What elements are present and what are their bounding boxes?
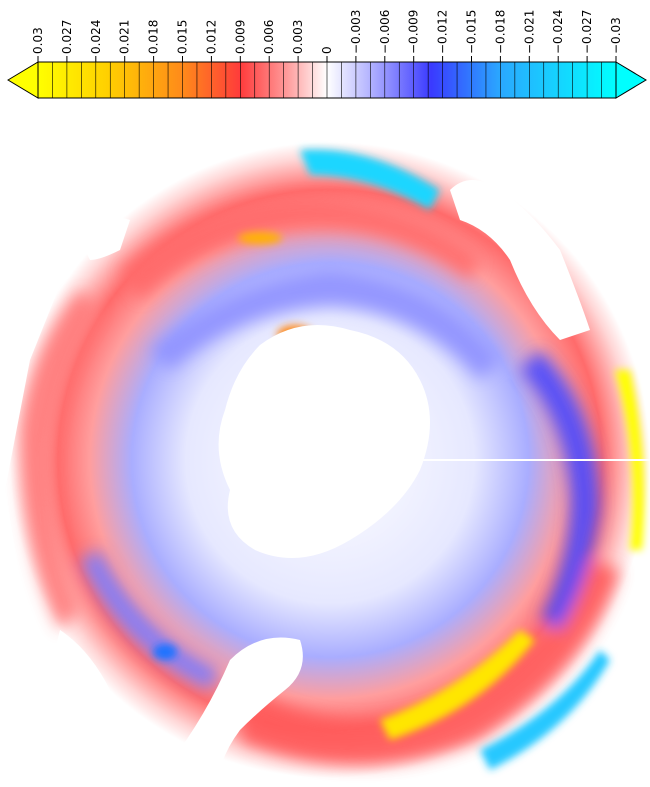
colorbar-tick-label: −0.03 [609,17,623,54]
cool-band-east [520,350,600,630]
colorbar-tick-label: 0.03 [31,27,45,54]
cyan-jet-north [300,149,440,210]
cool-band-southwest [80,550,220,690]
colorbar-tick-label: 0.024 [89,20,103,54]
colorbar-tick-label: 0.003 [291,20,305,54]
warm-band-west [20,290,100,630]
colorbar-tick-label: 0 [320,46,334,54]
orange-eddy-north [238,232,282,244]
cyan-jet-southeast [480,650,610,770]
colorbar-tick-label: −0.006 [378,10,392,54]
colorbar-tick-label: 0.027 [60,20,74,54]
land [55,180,590,787]
colorbar-tick-label: −0.024 [551,10,565,54]
colorbar-tick-label: 0.009 [233,20,247,54]
colorbar-left-extension [7,61,39,99]
colorbar-tick-label: 0.021 [118,20,132,54]
colorbar-tick-label: 0.006 [262,20,276,54]
new-zealand-landmass [55,630,110,700]
colorbar-tick-label: −0.021 [522,10,536,54]
colorbar-tick-label: −0.012 [436,10,450,54]
colorbar-tick-label: −0.009 [407,10,421,54]
colorbar-tick-label: 0.018 [147,20,161,54]
colorbar-tick-label: −0.015 [465,10,479,54]
colorbar-tick-label: −0.003 [349,10,363,54]
yellow-jet-east [615,370,645,550]
colorbar-tick-label: 0.012 [204,20,218,54]
africa-landmass [450,180,590,340]
yellow-jet-south [380,630,535,740]
antarctica [218,325,430,558]
colorbar-tick-label: 0.015 [176,20,190,54]
south-america [150,637,303,787]
blue-eddy-southwest [153,644,177,660]
colorbar-tick-label: −0.018 [493,10,507,54]
colorbar-right-extension [615,61,647,99]
warm-band-north [120,198,480,300]
southern-ocean-map [10,142,650,787]
cool-band-inner [150,270,500,380]
colorbar: 0.03 0.027 0.024 0.021 0.018 0.015 0.012 0.009 0… [7,10,647,99]
colorbar-tick-label: −0.027 [580,10,594,54]
